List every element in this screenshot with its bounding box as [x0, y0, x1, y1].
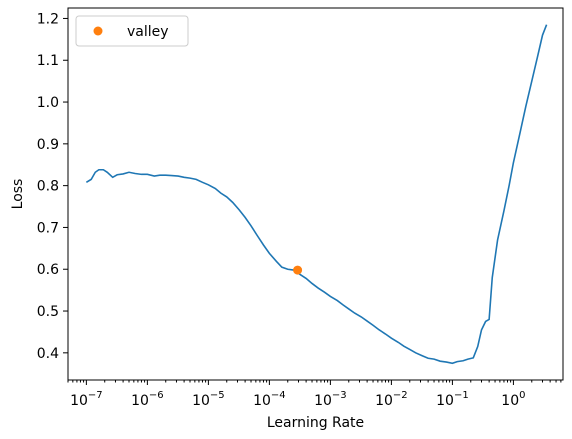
series-layer: [85, 24, 548, 365]
y-axis-label: Loss: [10, 179, 26, 210]
x-tick-label: 10−6: [131, 390, 164, 409]
legend: valley: [75, 15, 189, 47]
legend-label-valley: valley: [127, 24, 169, 40]
x-tick-label: 10−1: [436, 390, 469, 409]
y-tick-label: 1.0: [37, 95, 59, 111]
x-tick-label: 10−3: [314, 390, 347, 409]
marker-layer: [293, 265, 303, 275]
y-tick-label: 0.4: [37, 346, 59, 362]
x-tick-label: 10−7: [70, 390, 103, 409]
x-axis-label: Learning Rate: [267, 415, 364, 431]
y-tick-label: 1.1: [37, 53, 59, 69]
x-tick-label: 100: [501, 390, 525, 409]
legend-marker-valley: [93, 26, 103, 36]
x-tick-label: 10−4: [253, 390, 286, 409]
legend-box: [75, 15, 189, 47]
y-tick-label: 0.5: [37, 304, 59, 320]
axes-frame: [67, 7, 564, 381]
y-axis-ticks: 0.4 0.5 0.6 0.7 0.8 0.9 1.0 1.1 1.2: [37, 11, 68, 362]
loss-curve-line: [85, 24, 548, 365]
y-tick-label: 0.6: [37, 262, 59, 278]
y-tick-label: 0.9: [37, 137, 59, 153]
x-tick-label: 10−2: [375, 390, 408, 409]
plot-area: 10−7 10−6 10−5 10−4 10−3 10−2 10−1 100 0.40.50.…: [37, 7, 564, 409]
valley-point: [293, 265, 303, 275]
y-tick-label: 0.7: [37, 220, 59, 236]
y-tick-label: 0.8: [37, 179, 59, 195]
y-tick-label: 1.2: [37, 11, 59, 27]
x-axis-ticks: 10−7 10−6 10−5 10−4 10−3 10−2 10−1 100: [67, 380, 562, 409]
x-tick-label: 10−5: [192, 390, 225, 409]
